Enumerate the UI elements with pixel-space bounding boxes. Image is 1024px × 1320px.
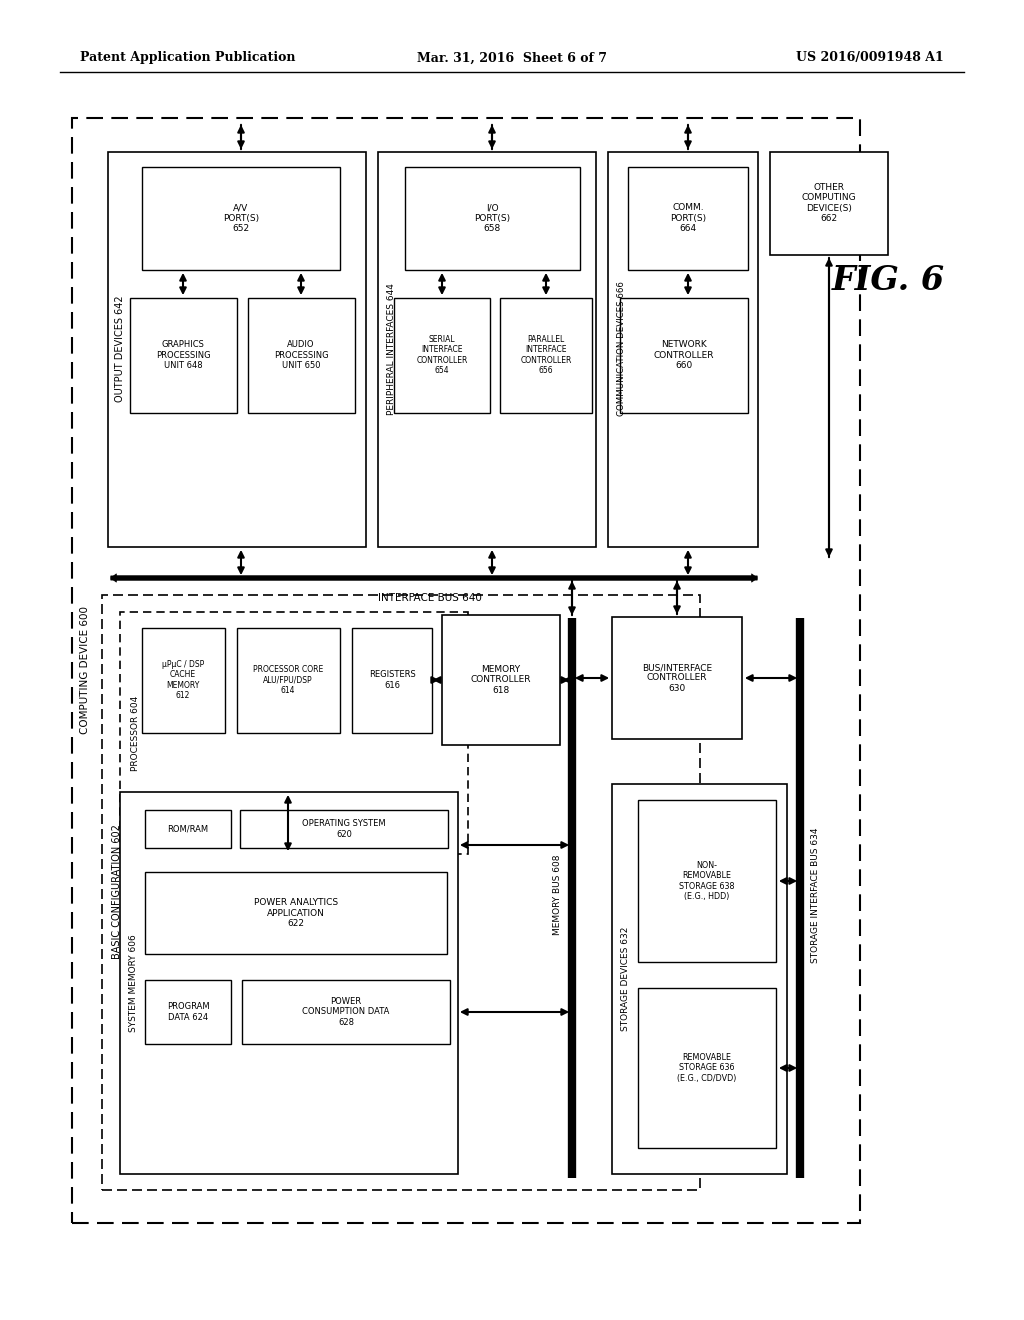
Text: STORAGE DEVICES 632: STORAGE DEVICES 632 [622, 927, 631, 1031]
FancyBboxPatch shape [248, 298, 355, 413]
Text: NETWORK
CONTROLLER
660: NETWORK CONTROLLER 660 [653, 341, 715, 370]
FancyBboxPatch shape [620, 298, 748, 413]
FancyBboxPatch shape [102, 595, 700, 1191]
Text: I/O
PORT(S)
658: I/O PORT(S) 658 [474, 203, 510, 232]
Text: REGISTERS
616: REGISTERS 616 [369, 671, 416, 689]
FancyBboxPatch shape [442, 615, 560, 744]
Text: OTHER
COMPUTING
DEVICE(S)
662: OTHER COMPUTING DEVICE(S) 662 [802, 183, 856, 223]
Text: BUS/INTERFACE
CONTROLLER
630: BUS/INTERFACE CONTROLLER 630 [642, 663, 712, 693]
FancyBboxPatch shape [352, 628, 432, 733]
Text: Mar. 31, 2016  Sheet 6 of 7: Mar. 31, 2016 Sheet 6 of 7 [417, 51, 607, 65]
Text: OPERATING SYSTEM
620: OPERATING SYSTEM 620 [302, 820, 386, 838]
Text: PROCESSOR CORE
ALU/FPU/DSP
614: PROCESSOR CORE ALU/FPU/DSP 614 [253, 665, 324, 694]
Text: MEMORY
CONTROLLER
618: MEMORY CONTROLLER 618 [471, 665, 531, 694]
Text: NON-
REMOVABLE
STORAGE 638
(E.G., HDD): NON- REMOVABLE STORAGE 638 (E.G., HDD) [679, 861, 735, 902]
Text: FIG. 6: FIG. 6 [831, 264, 944, 297]
Text: STORAGE INTERFACE BUS 634: STORAGE INTERFACE BUS 634 [811, 828, 820, 962]
Text: AUDIO
PROCESSING
UNIT 650: AUDIO PROCESSING UNIT 650 [273, 341, 329, 370]
Text: POWER
CONSUMPTION DATA
628: POWER CONSUMPTION DATA 628 [302, 997, 390, 1027]
FancyBboxPatch shape [500, 298, 592, 413]
FancyBboxPatch shape [638, 800, 776, 962]
Text: µPµC / DSP
CACHE
MEMORY
612: µPµC / DSP CACHE MEMORY 612 [162, 660, 204, 700]
Text: SYSTEM MEMORY 606: SYSTEM MEMORY 606 [128, 935, 137, 1032]
Text: PERIPHERAL INTERFACES 644: PERIPHERAL INTERFACES 644 [386, 282, 395, 414]
FancyBboxPatch shape [130, 298, 237, 413]
Text: ROM/RAM: ROM/RAM [168, 825, 209, 833]
Text: PARALLEL
INTERFACE
CONTROLLER
656: PARALLEL INTERFACE CONTROLLER 656 [520, 335, 571, 375]
Text: A/V
PORT(S)
652: A/V PORT(S) 652 [223, 203, 259, 232]
FancyBboxPatch shape [120, 612, 468, 854]
FancyBboxPatch shape [628, 168, 748, 271]
Text: INTERFACE BUS 640: INTERFACE BUS 640 [378, 593, 482, 603]
Text: COMPUTING DEVICE 600: COMPUTING DEVICE 600 [80, 606, 90, 734]
FancyBboxPatch shape [638, 987, 776, 1148]
Text: PROGRAM
DATA 624: PROGRAM DATA 624 [167, 1002, 209, 1022]
Text: REMOVABLE
STORAGE 636
(E.G., CD/DVD): REMOVABLE STORAGE 636 (E.G., CD/DVD) [677, 1053, 736, 1082]
FancyBboxPatch shape [378, 152, 596, 546]
Text: BASIC CONFIGURATION 602: BASIC CONFIGURATION 602 [112, 825, 122, 960]
Text: POWER ANALYTICS
APPLICATION
622: POWER ANALYTICS APPLICATION 622 [254, 898, 338, 928]
Text: US 2016/0091948 A1: US 2016/0091948 A1 [797, 51, 944, 65]
FancyBboxPatch shape [394, 298, 490, 413]
FancyBboxPatch shape [240, 810, 449, 847]
Text: COMM.
PORT(S)
664: COMM. PORT(S) 664 [670, 203, 707, 232]
Text: GRAPHICS
PROCESSING
UNIT 648: GRAPHICS PROCESSING UNIT 648 [156, 341, 210, 370]
FancyBboxPatch shape [406, 168, 580, 271]
FancyBboxPatch shape [770, 152, 888, 255]
FancyBboxPatch shape [142, 168, 340, 271]
Text: Patent Application Publication: Patent Application Publication [80, 51, 296, 65]
Text: MEMORY BUS 608: MEMORY BUS 608 [554, 855, 562, 936]
Text: SERIAL
INTERFACE
CONTROLLER
654: SERIAL INTERFACE CONTROLLER 654 [417, 335, 468, 375]
FancyBboxPatch shape [145, 873, 447, 954]
FancyBboxPatch shape [108, 152, 366, 546]
Text: OUTPUT DEVICES 642: OUTPUT DEVICES 642 [115, 296, 125, 403]
FancyBboxPatch shape [612, 784, 787, 1173]
FancyBboxPatch shape [120, 792, 458, 1173]
FancyBboxPatch shape [142, 628, 225, 733]
FancyBboxPatch shape [72, 117, 860, 1224]
FancyBboxPatch shape [242, 979, 450, 1044]
FancyBboxPatch shape [237, 628, 340, 733]
FancyBboxPatch shape [145, 979, 231, 1044]
FancyBboxPatch shape [612, 616, 742, 739]
Text: PROCESSOR 604: PROCESSOR 604 [130, 696, 139, 771]
FancyBboxPatch shape [145, 810, 231, 847]
FancyBboxPatch shape [608, 152, 758, 546]
Text: COMMUNICATION DEVICES 666: COMMUNICATION DEVICES 666 [616, 281, 626, 416]
